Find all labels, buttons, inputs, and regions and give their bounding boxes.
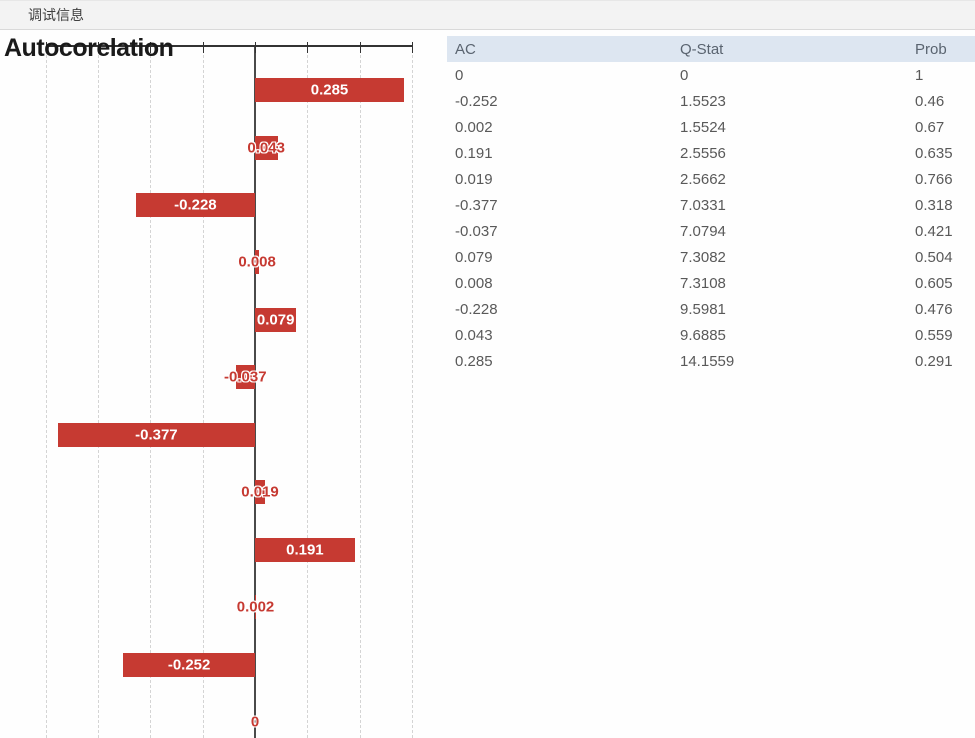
table-cell: 9.6885 [680, 326, 726, 344]
table-cell: -0.377 [455, 196, 498, 214]
table-cell: 1.5524 [680, 118, 726, 136]
bar-label: -0.037 [224, 368, 267, 386]
axis-tick [98, 42, 100, 53]
gridline [150, 45, 152, 738]
table-cell: 0.318 [915, 196, 953, 214]
axis-tick [202, 42, 204, 53]
bar-label: -0.377 [135, 426, 178, 444]
table-cell: 0.421 [915, 222, 953, 240]
table-row: 0.019 2.5662 0.766 [447, 166, 975, 192]
bar-label: 0.285 [310, 81, 349, 99]
gridline [411, 45, 413, 738]
table-cell: 0.504 [915, 248, 953, 266]
gridline [202, 45, 204, 738]
table-row: -0.037 7.0794 0.421 [447, 218, 975, 244]
table-cell: 0 [455, 66, 464, 84]
table-row: 0 0 1 [447, 62, 975, 88]
column-header-ac: AC [455, 40, 476, 58]
gridline [359, 45, 361, 738]
table-cell: 0.002 [455, 118, 493, 136]
table-cell: 0.291 [915, 352, 953, 370]
table-row: 0.043 9.6885 0.559 [447, 322, 975, 348]
gridline [45, 45, 47, 738]
table-cell: 0.191 [455, 144, 493, 162]
table-cell: 0.043 [455, 326, 493, 344]
table-body: 0 0 1 -0.252 1.5523 0.46 0.002 1.5524 0.67 0.191 2… [447, 62, 975, 374]
axis-tick [255, 42, 256, 53]
chart-axis [45, 45, 412, 47]
gridline [98, 45, 100, 738]
bar [255, 307, 297, 332]
bar [255, 537, 355, 562]
panel-title: 调试信息 [28, 7, 84, 23]
bar-label: 0.079 [256, 311, 295, 329]
table-cell: 2.5556 [680, 144, 726, 162]
bar-label: -0.252 [167, 656, 211, 673]
table-cell: 9.5981 [680, 300, 726, 318]
bar [255, 250, 260, 275]
axis-tick [45, 42, 47, 53]
bar-label: 0 [250, 713, 260, 731]
table-cell: 0.605 [915, 274, 953, 292]
table-row: 0.002 1.5524 0.67 [447, 114, 975, 140]
table-row: 0.008 7.3108 0.605 [447, 270, 975, 296]
column-header-qstat: Q-Stat [680, 40, 724, 58]
table-cell: 7.3082 [680, 248, 726, 266]
axis-tick [411, 42, 413, 53]
axis-tick [150, 42, 152, 53]
table-cell: -0.252 [455, 92, 498, 110]
bar [123, 652, 255, 677]
table-cell: 0.476 [915, 300, 953, 318]
stats-table: AC Q-Stat Prob 0 0 1 -0.252 1.5523 0.46 0.002 1.5… [447, 36, 975, 374]
axis-tick [307, 42, 309, 53]
table-cell: 1.5523 [680, 92, 726, 110]
bar-label: -0.228 [174, 196, 217, 214]
bar [57, 422, 255, 447]
table-cell: 0.635 [915, 144, 953, 162]
table-row: -0.377 7.0331 0.318 [447, 192, 975, 218]
table-cell: 0 [680, 66, 689, 84]
table-row: -0.228 9.5981 0.476 [447, 296, 975, 322]
gridline [307, 45, 309, 738]
bar-label: 0.019 [241, 483, 279, 501]
table-cell: -0.037 [455, 222, 498, 240]
bar-label: 0.043 [247, 139, 285, 156]
bar-label: 0.008 [238, 253, 276, 271]
table-cell: 0.285 [455, 352, 493, 370]
panel-titlebar: 调试信息 [0, 0, 975, 30]
table-cell: 7.0794 [680, 222, 726, 240]
table-cell: 7.0331 [680, 196, 726, 214]
bar [255, 78, 405, 102]
bar [255, 595, 256, 620]
table-cell: 0.46 [915, 92, 945, 110]
table-header: AC Q-Stat Prob [447, 36, 975, 62]
table-cell: 7.3108 [680, 274, 726, 292]
bar [135, 192, 255, 217]
table-cell: 0.766 [915, 170, 953, 188]
table-cell: 2.5662 [680, 170, 726, 188]
table-cell: 0.67 [915, 118, 945, 136]
chart-title: Autocorelation [4, 34, 174, 62]
table-cell: 14.1559 [680, 352, 735, 370]
bar [255, 480, 265, 505]
autocorrelation-chart: Autocorelation 0.285 0.043 -0.228 0.008 0.07… [0, 30, 447, 738]
table-cell: 0.559 [915, 326, 953, 344]
table-row: 0.079 7.3082 0.504 [447, 244, 975, 270]
bar-label: 0.002 [236, 598, 275, 616]
table-row: 0.191 2.5556 0.635 [447, 140, 975, 166]
table-row: 0.285 14.1559 0.291 [447, 348, 975, 374]
table-cell: 0.079 [455, 248, 493, 266]
table-cell: -0.228 [455, 300, 498, 318]
axis-tick [359, 42, 361, 53]
table-cell: 0.008 [455, 274, 493, 292]
table-cell: 1 [915, 66, 924, 84]
table-row: -0.252 1.5523 0.46 [447, 88, 975, 114]
bar-label: 0.191 [286, 541, 324, 559]
zero-line [254, 45, 256, 738]
bar [255, 135, 278, 160]
table-cell: 0.019 [455, 170, 493, 188]
column-header-prob: Prob [915, 40, 947, 58]
bar [235, 365, 255, 390]
